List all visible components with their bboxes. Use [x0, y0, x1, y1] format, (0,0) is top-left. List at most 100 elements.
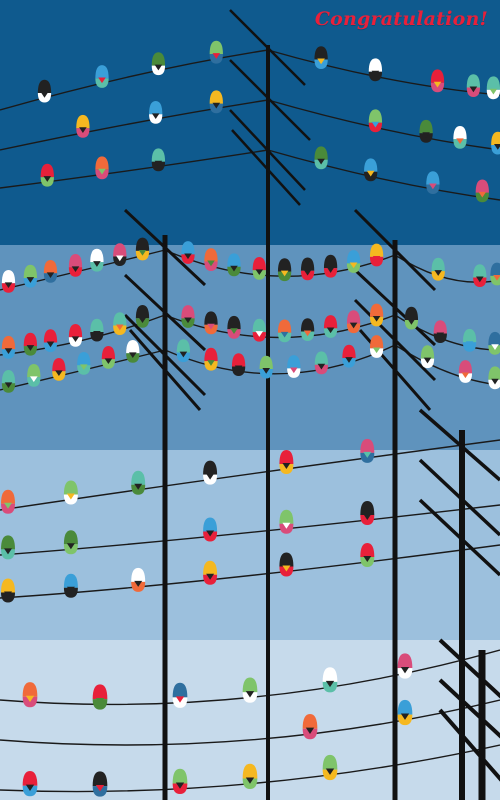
bird — [203, 517, 218, 542]
bird — [77, 352, 91, 375]
bird — [369, 335, 384, 358]
bird — [1, 270, 16, 293]
bird — [458, 360, 473, 383]
bird — [204, 248, 218, 271]
bird — [172, 768, 188, 794]
crossarm — [123, 313, 207, 397]
bird — [227, 315, 241, 339]
crossarm — [123, 273, 207, 352]
wire — [0, 49, 269, 111]
bird — [300, 257, 315, 281]
bird — [52, 358, 66, 381]
crossarm — [123, 208, 207, 287]
bird — [204, 311, 218, 335]
bird — [364, 158, 378, 182]
bird — [397, 653, 413, 679]
bird — [426, 171, 440, 194]
greeting-text: Congratulation! — [314, 8, 488, 30]
wire — [0, 504, 500, 556]
bird — [322, 754, 338, 781]
bird — [227, 253, 241, 277]
bird — [404, 306, 419, 330]
bird — [40, 163, 54, 187]
bird — [90, 248, 104, 272]
bird — [242, 677, 258, 703]
bird — [466, 74, 481, 97]
bird — [314, 46, 328, 69]
bird — [430, 69, 445, 93]
bird — [277, 258, 292, 282]
bird — [287, 355, 301, 378]
bird — [126, 340, 140, 363]
bird — [23, 264, 38, 288]
bird — [23, 332, 38, 356]
bird — [135, 237, 150, 261]
bird — [209, 90, 223, 114]
bird — [231, 353, 246, 376]
bird — [63, 480, 78, 505]
bird — [259, 355, 273, 379]
bird — [419, 119, 433, 143]
bird — [181, 241, 195, 264]
bird — [431, 257, 445, 281]
bird — [252, 318, 266, 342]
wire — [164, 344, 396, 375]
bird — [473, 264, 487, 287]
bird — [369, 303, 384, 327]
bird — [322, 667, 338, 693]
pole — [392, 240, 398, 800]
bird — [323, 315, 338, 338]
wire — [267, 149, 500, 201]
bird — [360, 501, 375, 525]
bird — [1, 489, 15, 514]
crossarm — [438, 638, 500, 699]
bird — [92, 771, 108, 797]
bird — [95, 156, 109, 180]
bird — [277, 319, 292, 343]
bird — [63, 573, 78, 598]
crossarm — [418, 498, 500, 577]
bird — [242, 763, 258, 789]
bird — [279, 450, 294, 474]
bird — [95, 65, 109, 88]
bird — [131, 470, 146, 495]
bird — [488, 366, 500, 390]
pole — [478, 650, 486, 800]
utility-poles — [123, 9, 500, 800]
bird — [314, 351, 329, 375]
crossarm — [128, 329, 202, 411]
bird — [475, 179, 489, 203]
bird — [209, 40, 223, 64]
bird — [37, 79, 52, 103]
bird — [360, 438, 375, 463]
bird — [1, 535, 15, 560]
bird — [433, 320, 447, 343]
bird — [279, 552, 294, 577]
bird — [131, 567, 146, 592]
bird — [486, 76, 500, 100]
bird — [135, 305, 150, 328]
wire — [267, 99, 500, 151]
bird — [203, 560, 218, 585]
bird — [176, 339, 191, 363]
bird — [368, 109, 383, 133]
bird — [22, 682, 38, 708]
crossarm — [438, 708, 500, 782]
crossarm — [418, 458, 500, 537]
wire — [0, 99, 269, 151]
wire — [0, 699, 500, 746]
bird — [172, 682, 188, 708]
crossarm — [353, 208, 437, 292]
bird — [149, 101, 163, 124]
bird — [43, 329, 58, 352]
pole — [162, 235, 168, 800]
bird — [204, 347, 218, 371]
bird — [490, 262, 500, 286]
crossarm — [438, 678, 500, 739]
bird — [300, 318, 315, 341]
pole — [459, 430, 465, 800]
bird — [1, 335, 16, 359]
crossarm — [229, 9, 306, 86]
bird — [27, 364, 41, 387]
bird — [68, 254, 83, 277]
